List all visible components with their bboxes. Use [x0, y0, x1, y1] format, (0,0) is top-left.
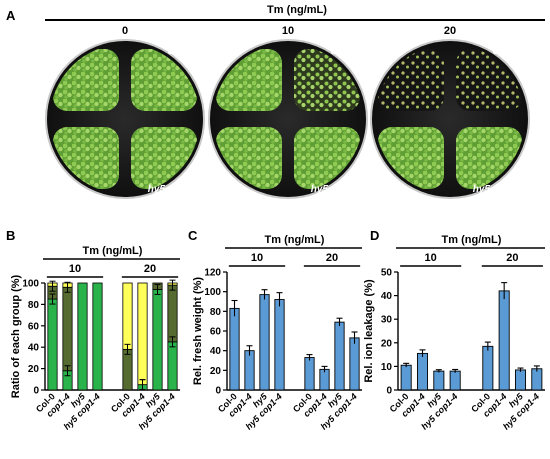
stack-segment-green [92, 282, 103, 391]
stack-segment-green [152, 289, 163, 391]
chart-header: Tm (ng/mL) [83, 245, 143, 257]
plate-2: Col-0 cop1-4 hy5 hy5 cop1-4 [370, 39, 530, 199]
y-tick-label: 20 [210, 366, 222, 377]
quadrant-label-cop1-4: cop1-4 [331, 46, 364, 57]
photo-concentrations: 0 10 20 [122, 25, 456, 37]
quadrant-label-hy5: hy5 [50, 184, 68, 195]
stack-segment-green [167, 341, 178, 391]
quadrant-label-col0: Col-0 [375, 46, 400, 57]
plate-dish [370, 39, 530, 199]
quadrant-label-col0: Col-0 [213, 46, 238, 57]
panel-letter-a: A [6, 8, 16, 23]
stack-segment-yellow [122, 282, 133, 350]
panel-a-plates: Col-0 cop1-4 hy5 hy5 cop1-4 Col-0 cop1-4 hy5 hy… [45, 39, 530, 199]
bar-4 [482, 345, 494, 391]
y-tick-label: 40 [210, 346, 222, 357]
y-tick-label: 60 [28, 321, 40, 332]
y-tick-label: 30 [381, 315, 393, 326]
bar-4 [304, 357, 315, 391]
quadrant-label-col0: Col-0 [50, 46, 75, 57]
bar-5 [319, 368, 330, 391]
y-tick-label: 0 [215, 386, 221, 397]
stack-segment-green [47, 298, 58, 391]
chart-header: Tm (ng/mL) [442, 234, 502, 246]
y-tick-label: 20 [381, 338, 393, 349]
plate-seedlings [378, 49, 522, 189]
bar-0 [229, 307, 240, 391]
y-tick-label: 40 [28, 343, 40, 354]
bar-2 [433, 370, 445, 391]
y-axis-label: Ratio of each group (%) [10, 274, 22, 398]
y-axis-label: Rel. fresh weight (%) [192, 277, 204, 386]
stack-segment-green [77, 282, 88, 391]
bar-7 [531, 368, 543, 391]
panel-a-header: Tm (ng/mL) [267, 4, 327, 16]
plate-dish [45, 39, 205, 199]
plate-dish [208, 39, 368, 199]
bar-3 [449, 370, 461, 391]
photo-concentration-1: 10 [282, 25, 294, 37]
bar-6 [334, 321, 345, 391]
y-tick-label: 80 [210, 307, 222, 318]
photo-concentration-2: 20 [444, 25, 456, 37]
bar-2 [259, 294, 270, 391]
panel-d-chart: Tm (ng/mL) 10 20 0 10 20 30 40 50 Rel. ion leakag… [363, 234, 545, 432]
y-tick-label: 100 [204, 287, 221, 298]
panel-letter-c: C [188, 228, 198, 243]
stack-segment-darkgreen [122, 348, 133, 391]
y-tick-label: 10 [381, 362, 393, 373]
photo-concentration-0: 0 [122, 25, 128, 37]
bar-1 [416, 352, 429, 391]
chart-header: Tm (ng/mL) [265, 234, 325, 246]
quadrant-label-hy5-cop1-4: hy5 cop1-4 [473, 184, 526, 195]
bar-1 [244, 350, 255, 391]
panel-letter-d: D [370, 228, 379, 243]
plate-0: Col-0 cop1-4 hy5 hy5 cop1-4 [45, 39, 205, 199]
quadrant-label-cop1-4: cop1-4 [493, 46, 526, 57]
quadrant-label-cop1-4: cop1-4 [168, 46, 201, 57]
quadrant-label-hy5: hy5 [213, 184, 231, 195]
y-tick-label: 20 [28, 364, 40, 375]
group-label-0: 10 [69, 263, 81, 275]
bar-0 [400, 364, 412, 391]
bar-6 [514, 369, 527, 391]
y-axis-label: Rel. ion leakage (%) [363, 279, 375, 383]
y-tick-label: 80 [28, 300, 40, 311]
bar-5 [498, 290, 510, 391]
group-label-1: 20 [144, 263, 156, 275]
y-tick-label: 0 [386, 386, 392, 397]
quadrant-label-hy5-cop1-4: hy5 cop1-4 [311, 184, 364, 195]
plate-1: Col-0 cop1-4 hy5 hy5 cop1-4 [208, 39, 368, 199]
group-label-0: 10 [251, 252, 263, 264]
stack-segment-darkgreen [167, 284, 178, 343]
quadrant-label-hy5: hy5 [375, 184, 393, 195]
y-tick-label: 120 [204, 268, 221, 279]
panel-letter-b: B [6, 228, 15, 243]
group-label-1: 20 [326, 252, 338, 264]
stack-segment-darkgreen [62, 286, 73, 372]
stack-segment-yellow [137, 282, 148, 386]
group-label-1: 20 [506, 252, 518, 264]
y-tick-label: 60 [210, 327, 222, 338]
y-tick-label: 40 [381, 291, 393, 302]
bar-3 [274, 299, 285, 391]
group-label-0: 10 [425, 252, 437, 264]
y-tick-label: 100 [22, 279, 39, 290]
bar-7 [349, 337, 360, 391]
y-tick-label: 50 [381, 268, 393, 279]
quadrant-label-hy5-cop1-4: hy5 cop1-4 [148, 184, 201, 195]
y-tick-label: 0 [33, 386, 39, 397]
